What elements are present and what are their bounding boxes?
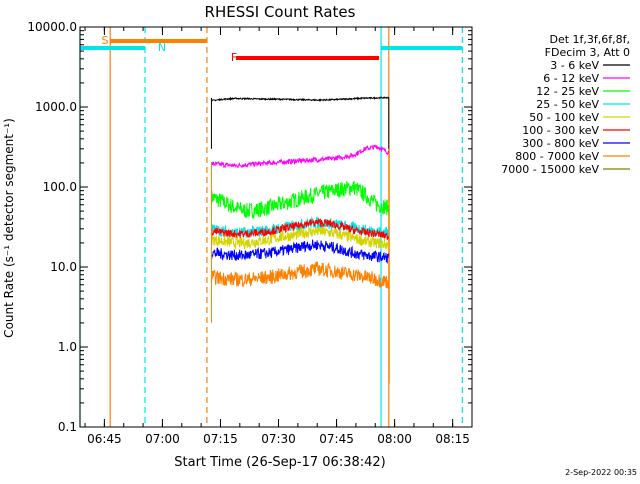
legend-label-4: 50 - 100 keV <box>529 111 599 124</box>
x-tick-label-4: 07:45 <box>319 432 354 446</box>
flag-label-s: S <box>102 34 109 47</box>
series-line-4 <box>210 225 390 251</box>
legend-label-2: 12 - 25 keV <box>536 85 599 98</box>
series-line-2 <box>210 180 390 219</box>
y-tick-label-3: 100.0 <box>43 180 77 194</box>
x-tick-label-5: 08:00 <box>377 432 412 446</box>
y-tick-label-5: 10000.0 <box>27 20 77 34</box>
series-line-7 <box>210 261 390 289</box>
legend-label-0: 3 - 6 keV <box>550 59 599 72</box>
plot-frame <box>79 26 473 428</box>
series-line-6 <box>211 239 390 264</box>
legend-label-1: 6 - 12 keV <box>543 72 599 85</box>
y-tick-label-2: 10.0 <box>50 260 77 274</box>
y-tick-label-0: 0.1 <box>58 420 77 434</box>
legend-header-line-1: Det 1f,3f,6f,8f, <box>549 33 630 46</box>
series-line-3 <box>210 215 390 239</box>
x-tick-label-3: 07:30 <box>261 432 296 446</box>
x-tick-label-1: 07:00 <box>145 432 180 446</box>
y-tick-label-1: 1.0 <box>58 340 77 354</box>
plot-area: S N F <box>79 27 463 427</box>
y-tick-label-4: 1000.0 <box>35 100 77 114</box>
footer-stamp: 2-Sep-2022 00:35 <box>565 468 637 477</box>
legend-label-6: 300 - 800 keV <box>522 137 599 150</box>
flag-label-n: N <box>158 41 166 54</box>
series-line-1 <box>210 144 390 169</box>
legend-label-3: 25 - 50 keV <box>536 98 599 111</box>
series-line-0 <box>211 96 390 102</box>
legend-label-5: 100 - 300 keV <box>522 124 599 137</box>
y-axis-label: Count Rate (s⁻¹ detector segment⁻¹) <box>2 118 16 338</box>
axes: 0.1 1.0 10.0 100.0 1000.0 10000.0 06:45 07:00 07… <box>27 20 473 446</box>
legend-header-line-2: FDecim 3, Att 0 <box>545 46 630 59</box>
x-tick-label-0: 06:45 <box>87 432 122 446</box>
flag-label-f: F <box>231 51 237 64</box>
legend-label-8: 7000 - 15000 keV <box>501 163 599 176</box>
series-line-5 <box>210 217 390 241</box>
x-tick-label-2: 07:15 <box>203 432 238 446</box>
x-axis-label: Start Time (26-Sep-17 06:38:42) <box>174 455 385 470</box>
x-tick-label-6: 08:15 <box>435 432 470 446</box>
legend-label-7: 800 - 7000 keV <box>515 150 599 163</box>
chart-title: RHESSI Count Rates <box>205 3 356 21</box>
